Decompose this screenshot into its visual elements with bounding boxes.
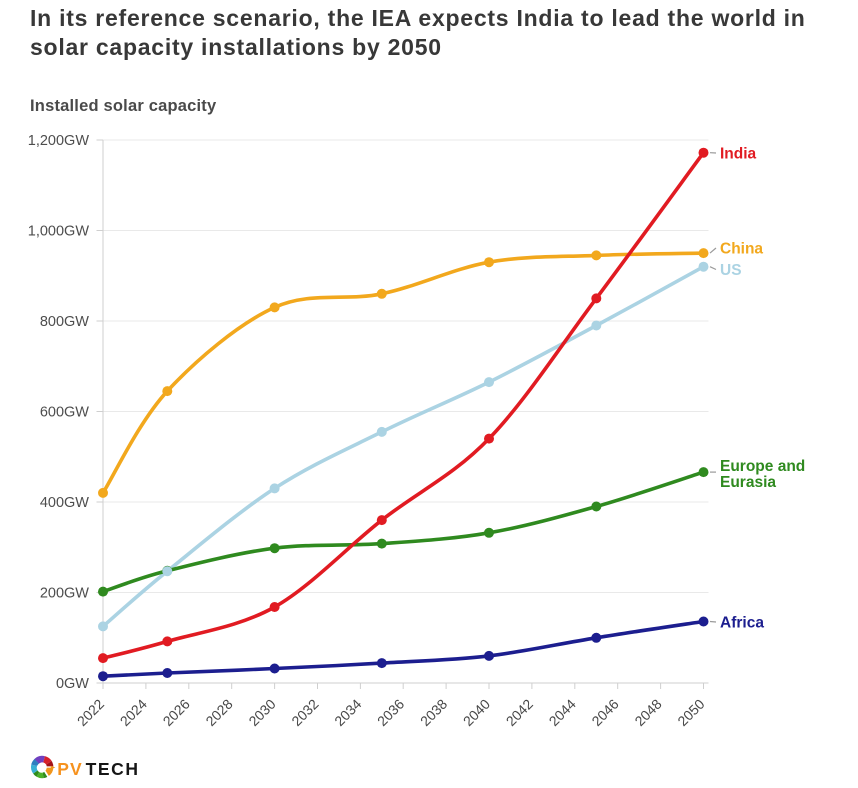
svg-text:2034: 2034 (331, 696, 364, 729)
svg-text:PV: PV (57, 759, 83, 779)
svg-text:1,200GW: 1,200GW (28, 133, 90, 149)
svg-text:2050: 2050 (674, 696, 707, 729)
svg-text:2026: 2026 (160, 696, 193, 729)
svg-text:2040: 2040 (460, 696, 493, 729)
svg-text:2044: 2044 (546, 696, 579, 729)
svg-text:Eurasia: Eurasia (720, 474, 776, 491)
svg-text:2028: 2028 (202, 696, 235, 729)
svg-text:400GW: 400GW (40, 495, 89, 511)
svg-text:2048: 2048 (631, 696, 664, 729)
svg-text:2038: 2038 (417, 696, 450, 729)
svg-text:1,000GW: 1,000GW (28, 224, 90, 240)
svg-text:200GW: 200GW (40, 586, 89, 602)
svg-text:TECH: TECH (86, 759, 140, 779)
svg-text:600GW: 600GW (40, 405, 89, 421)
svg-text:800GW: 800GW (40, 314, 89, 330)
svg-text:2032: 2032 (288, 696, 321, 729)
svg-text:2046: 2046 (588, 696, 621, 729)
svg-text:China: China (720, 241, 763, 258)
svg-text:India: India (720, 146, 757, 163)
svg-text:2030: 2030 (245, 696, 278, 729)
svg-text:0GW: 0GW (56, 676, 89, 692)
svg-text:2042: 2042 (503, 696, 536, 729)
svg-text:US: US (720, 262, 742, 279)
svg-text:2036: 2036 (374, 696, 407, 729)
svg-text:Africa: Africa (720, 615, 764, 632)
svg-text:2022: 2022 (74, 696, 107, 729)
svg-text:2024: 2024 (117, 696, 150, 729)
svg-text:Europe and: Europe and (720, 458, 805, 475)
